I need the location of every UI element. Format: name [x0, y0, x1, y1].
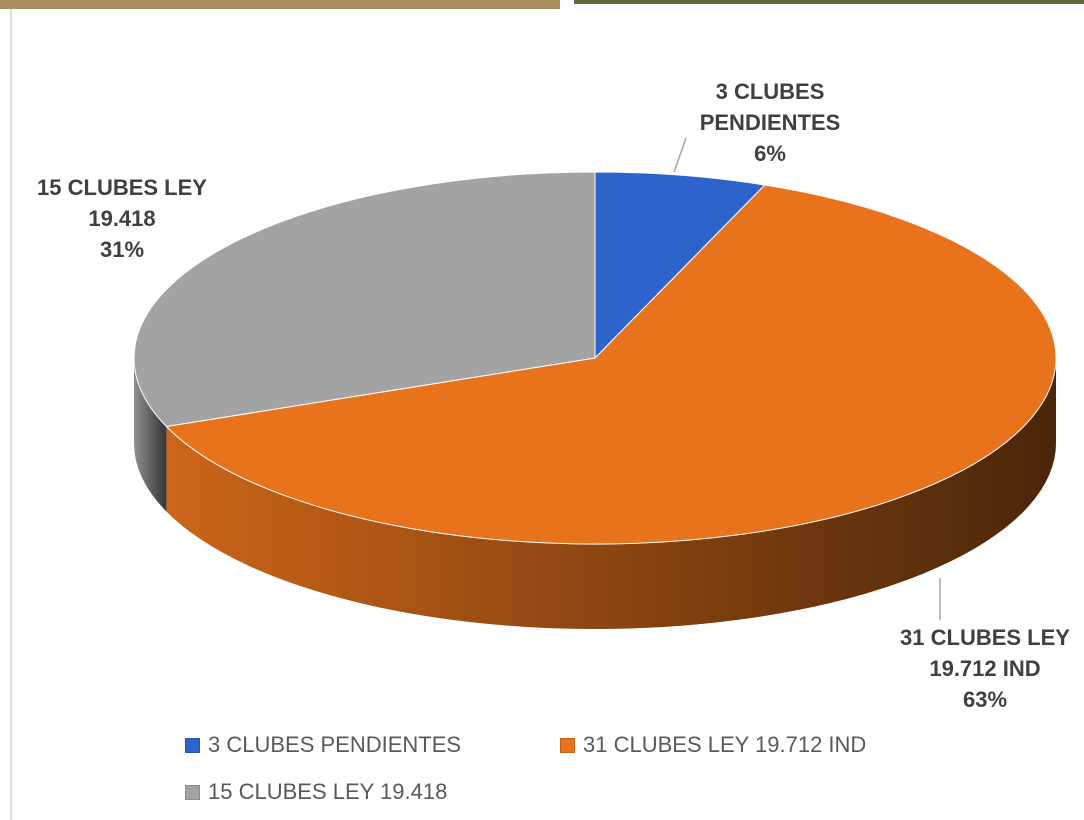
legend-swatch [185, 784, 200, 800]
legend-label: 31 CLUBES LEY 19.712 IND [583, 732, 867, 757]
legend-swatch [560, 737, 575, 753]
data-label: 3 CLUBES PENDIENTES 6% [655, 76, 885, 169]
legend-item: 15 CLUBES LEY 19.418 [185, 779, 447, 805]
leader-line [673, 137, 687, 173]
data-label-value: 31% [99, 237, 145, 262]
data-label: 15 CLUBES LEY 19.418 31% [12, 172, 232, 265]
slice [165, 184, 1057, 545]
side-shade [166, 358, 1056, 630]
data-label-value: 6% [754, 141, 786, 166]
slice [594, 171, 766, 360]
legend-label: 3 CLUBES PENDIENTES [208, 732, 462, 757]
legend-swatch [185, 737, 200, 753]
data-label-name: 31 CLUBES LEY 19.712 IND [900, 625, 1070, 681]
side-shade [134, 358, 167, 512]
data-label: 31 CLUBES LEY 19.712 IND 63% [885, 622, 1084, 715]
legend-item: 31 CLUBES LEY 19.712 IND [560, 732, 866, 758]
legend-item: 3 CLUBES PENDIENTES [185, 732, 461, 758]
photo-edge [0, 0, 560, 9]
photo-edge [574, 0, 1084, 4]
slice [133, 171, 596, 428]
data-label-name: 15 CLUBES LEY 19.418 [37, 175, 207, 231]
data-label-name: 3 CLUBES PENDIENTES [699, 79, 841, 135]
data-label-value: 63% [962, 687, 1008, 712]
legend-label: 15 CLUBES LEY 19.418 [208, 779, 448, 804]
